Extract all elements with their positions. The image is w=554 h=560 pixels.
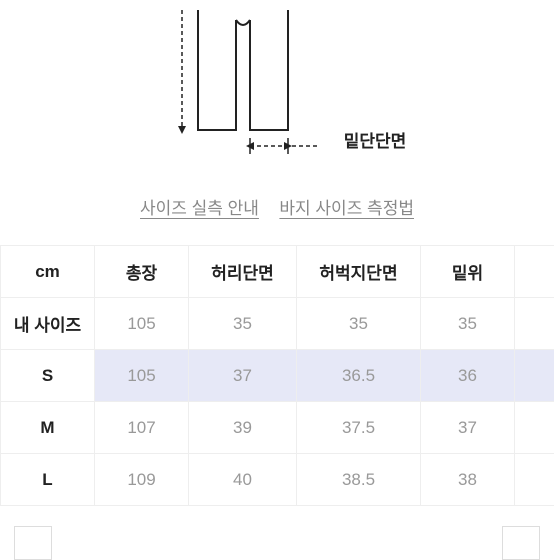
col-header-overflow bbox=[515, 246, 554, 298]
cell: 105 bbox=[95, 350, 189, 402]
cell: 38 bbox=[421, 454, 515, 506]
cell-overflow bbox=[515, 402, 554, 454]
cell-overflow bbox=[515, 350, 554, 402]
pants-diagram: 밑단단면 bbox=[0, 0, 554, 180]
cell-overflow bbox=[515, 298, 554, 350]
table-row: L1094038.538 bbox=[1, 454, 554, 506]
cell: 38.5 bbox=[297, 454, 421, 506]
help-links: 사이즈 실측 안내 바지 사이즈 측정법 bbox=[0, 180, 554, 245]
table-row: M1073937.537 bbox=[1, 402, 554, 454]
cell: 36.5 bbox=[297, 350, 421, 402]
col-header: 밑위 bbox=[421, 246, 515, 298]
col-header: 허리단면 bbox=[189, 246, 297, 298]
cell: 109 bbox=[95, 454, 189, 506]
table-row: S1053736.536 bbox=[1, 350, 554, 402]
action-button-2[interactable] bbox=[502, 526, 540, 560]
size-table: cm 총장 허리단면 허벅지단면 밑위 내 사이즈105353535S10537… bbox=[0, 245, 554, 506]
table-row: 내 사이즈105353535 bbox=[1, 298, 554, 350]
cell: 105 bbox=[95, 298, 189, 350]
row-label: S bbox=[1, 350, 95, 402]
row-label: M bbox=[1, 402, 95, 454]
cell: 36 bbox=[421, 350, 515, 402]
measure-method-link[interactable]: 바지 사이즈 측정법 bbox=[279, 194, 414, 219]
cell: 40 bbox=[189, 454, 297, 506]
cell: 35 bbox=[421, 298, 515, 350]
size-guide-link[interactable]: 사이즈 실측 안내 bbox=[140, 194, 259, 219]
cell: 37 bbox=[421, 402, 515, 454]
pants-outline-svg bbox=[148, 10, 338, 170]
table-header-row: cm 총장 허리단면 허벅지단면 밑위 bbox=[1, 246, 554, 298]
row-label: L bbox=[1, 454, 95, 506]
hem-label: 밑단단면 bbox=[344, 127, 407, 152]
col-header: 허벅지단면 bbox=[297, 246, 421, 298]
cell: 35 bbox=[189, 298, 297, 350]
col-header: 총장 bbox=[95, 246, 189, 298]
unit-header: cm bbox=[1, 246, 95, 298]
cell: 35 bbox=[297, 298, 421, 350]
cell-overflow bbox=[515, 454, 554, 506]
button-row bbox=[0, 506, 554, 560]
cell: 37.5 bbox=[297, 402, 421, 454]
cell: 107 bbox=[95, 402, 189, 454]
size-table-wrap: cm 총장 허리단면 허벅지단면 밑위 내 사이즈105353535S10537… bbox=[0, 245, 554, 506]
action-button-1[interactable] bbox=[14, 526, 52, 560]
row-label: 내 사이즈 bbox=[1, 298, 95, 350]
cell: 39 bbox=[189, 402, 297, 454]
cell: 37 bbox=[189, 350, 297, 402]
